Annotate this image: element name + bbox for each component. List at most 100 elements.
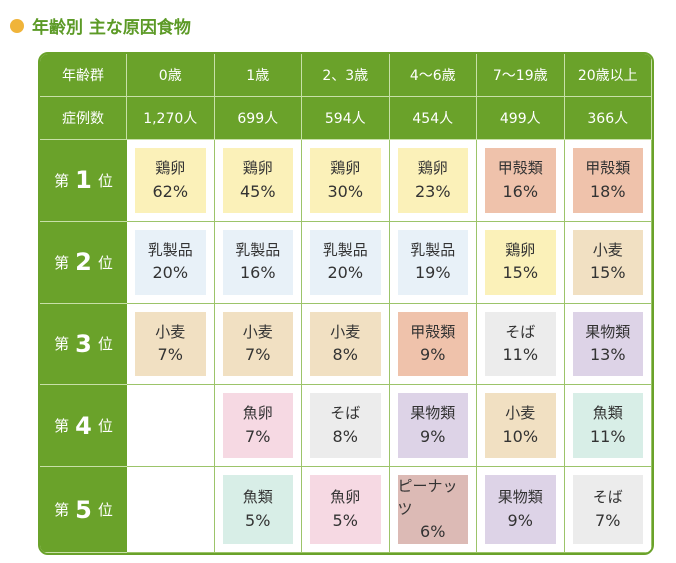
allergen-box: 小麦 7% bbox=[222, 311, 293, 377]
rank-suffix: 位 bbox=[97, 253, 113, 272]
allergen-box: 鶏卵 30% bbox=[310, 148, 381, 213]
rank-suffix: 位 bbox=[97, 417, 113, 436]
rank-suffix: 位 bbox=[97, 501, 113, 519]
table-cell: 果物類 9% bbox=[389, 385, 477, 467]
food-percent: 19% bbox=[414, 263, 451, 283]
food-name: 魚卵 bbox=[242, 404, 273, 423]
food-percent: 9% bbox=[420, 345, 446, 365]
food-percent: 7% bbox=[245, 345, 271, 365]
age-group-header: 20歳以上 bbox=[564, 54, 652, 97]
allergen-box: 魚類 11% bbox=[572, 393, 643, 458]
allergen-box: 果物類 9% bbox=[397, 393, 468, 458]
food-percent: 18% bbox=[589, 181, 626, 201]
food-percent: 5% bbox=[332, 510, 358, 530]
food-name: そば bbox=[330, 404, 361, 423]
table-cell: 果物類 9% bbox=[477, 467, 565, 553]
table-cell: 甲殻類 9% bbox=[389, 303, 477, 386]
allergen-box: 小麦 10% bbox=[485, 393, 556, 458]
case-count: 454人 bbox=[389, 97, 477, 140]
title-text: 年齢別 主な原因食物 bbox=[32, 18, 191, 38]
food-percent: 8% bbox=[332, 426, 358, 446]
food-percent: 11% bbox=[502, 345, 539, 365]
table-cell: 乳製品 19% bbox=[389, 221, 477, 304]
table-cell: 小麦 15% bbox=[564, 221, 652, 304]
table-cell: 魚類 11% bbox=[564, 385, 652, 467]
rank-number: 4 bbox=[75, 411, 92, 440]
food-percent: 6% bbox=[420, 522, 446, 541]
allergen-box: 乳製品 20% bbox=[135, 229, 206, 295]
food-percent: 8% bbox=[332, 345, 358, 365]
age-group-header: 2、3歳 bbox=[302, 54, 390, 97]
allergen-box: 乳製品 20% bbox=[310, 229, 381, 295]
allergen-box: 甲殻類 9% bbox=[397, 311, 468, 377]
bullet-dot-icon bbox=[10, 18, 24, 33]
table-cell: そば 7% bbox=[564, 467, 652, 553]
allergen-box: 乳製品 16% bbox=[222, 229, 293, 295]
rank-suffix: 位 bbox=[97, 335, 113, 354]
rank-prefix: 第 bbox=[54, 171, 70, 190]
allergen-box: 甲殻類 18% bbox=[572, 148, 643, 213]
table-cell: 小麦 7% bbox=[127, 303, 215, 386]
food-name: 小麦 bbox=[155, 322, 186, 341]
allergen-box: 果物類 9% bbox=[485, 475, 556, 544]
food-name: そば bbox=[505, 322, 536, 341]
table-cell: 魚卵 7% bbox=[214, 385, 302, 467]
table-cell bbox=[127, 467, 215, 553]
food-name: 鶏卵 bbox=[242, 159, 273, 178]
table-cell: 小麦 10% bbox=[477, 385, 565, 467]
rank-prefix: 第 bbox=[54, 417, 70, 436]
food-name: 甲殻類 bbox=[497, 159, 543, 178]
table-cell: 鶏卵 45% bbox=[214, 140, 302, 222]
allergen-box: 小麦 8% bbox=[310, 311, 381, 377]
allergen-box: 鶏卵 15% bbox=[485, 229, 556, 295]
allergen-table: 年齢群 0歳 1歳 2、3歳 4〜6歳 7〜19歳 20歳以上 症例数 1,270人 699人 59… bbox=[38, 52, 654, 555]
table-cell: そば 8% bbox=[302, 385, 390, 467]
food-percent: 13% bbox=[589, 345, 626, 365]
food-percent: 10% bbox=[502, 426, 539, 446]
allergen-box: そば 11% bbox=[485, 311, 556, 377]
food-name: 乳製品 bbox=[147, 240, 193, 259]
food-percent: 23% bbox=[414, 181, 451, 201]
rank-prefix: 第 bbox=[54, 253, 70, 272]
allergen-box: 魚卵 5% bbox=[310, 475, 381, 544]
table-cell: ピーナッツ 6% bbox=[389, 467, 477, 553]
food-name: 魚卵 bbox=[330, 488, 361, 507]
food-percent: 20% bbox=[327, 263, 364, 283]
food-name: 乳製品 bbox=[322, 240, 368, 259]
food-name: 乳製品 bbox=[410, 240, 456, 259]
age-group-header: 7〜19歳 bbox=[477, 54, 565, 97]
table-cell: 乳製品 20% bbox=[302, 221, 390, 304]
cases-label: 症例数 bbox=[40, 97, 127, 140]
allergen-box: 果物類 13% bbox=[572, 311, 643, 377]
food-name: 魚類 bbox=[592, 404, 623, 423]
food-percent: 16% bbox=[502, 181, 539, 201]
table-cell: 鶏卵 30% bbox=[302, 140, 390, 222]
table-cell bbox=[127, 385, 215, 467]
food-name: 甲殻類 bbox=[585, 159, 631, 178]
table-cell: 甲殻類 18% bbox=[564, 140, 652, 222]
food-name: 果物類 bbox=[497, 488, 543, 507]
food-percent: 15% bbox=[589, 263, 626, 283]
section-title: 年齢別 主な原因食物 bbox=[10, 13, 191, 38]
food-percent: 9% bbox=[507, 510, 533, 530]
food-percent: 7% bbox=[245, 426, 271, 446]
food-percent: 62% bbox=[152, 181, 189, 201]
rank-number: 1 bbox=[75, 166, 92, 195]
case-count: 699人 bbox=[214, 97, 302, 140]
food-name: 魚類 bbox=[242, 488, 273, 507]
table-cell: 小麦 7% bbox=[214, 303, 302, 386]
food-percent: 16% bbox=[239, 263, 276, 283]
age-group-header: 1歳 bbox=[214, 54, 302, 97]
table-cell: 甲殻類 16% bbox=[477, 140, 565, 222]
allergen-box: 小麦 15% bbox=[572, 229, 643, 295]
food-percent: 11% bbox=[589, 426, 626, 446]
food-percent: 30% bbox=[327, 181, 364, 201]
food-name: 小麦 bbox=[330, 322, 361, 341]
table-cell: 鶏卵 62% bbox=[127, 140, 215, 222]
food-percent: 7% bbox=[157, 345, 183, 365]
case-count: 1,270人 bbox=[127, 97, 215, 140]
